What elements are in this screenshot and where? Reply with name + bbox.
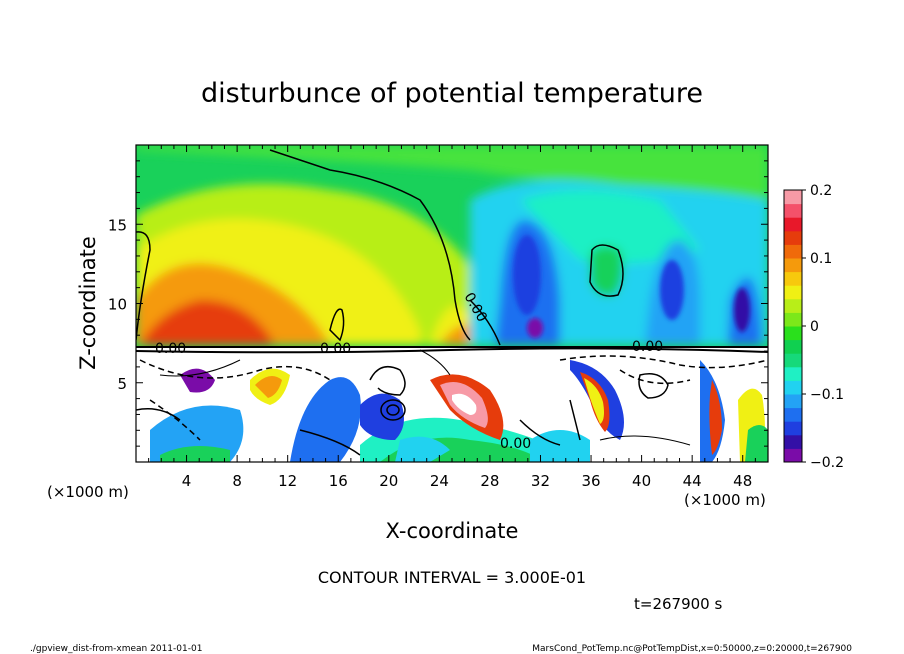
lower-red-e: [709, 380, 722, 455]
contour-label: 0.00: [632, 339, 663, 355]
lower-field-shading: [150, 360, 768, 462]
lower-purple-a: [180, 368, 215, 393]
y-tick-label: 15: [108, 216, 127, 234]
lower-green-e: [745, 425, 768, 462]
x-tick-label: 32: [531, 472, 550, 490]
contour-zero-small: [329, 308, 345, 342]
x-axis: 4 8 12 16 20 24 28 32 36 40 44 48: [148, 145, 756, 490]
colorbar-swatch: [784, 285, 802, 300]
colorbar-swatch: [784, 271, 802, 286]
y-axis-label: Z-coordinate: [76, 236, 100, 370]
contour-lines: [136, 149, 768, 456]
contour-interface: [136, 346, 768, 354]
field-darkblue-2: [660, 260, 684, 320]
colorbar-swatch: [784, 366, 802, 381]
colorbar-swatch: [784, 407, 802, 422]
upper-field-cores: [513, 235, 750, 338]
field-red-left: [140, 300, 275, 345]
lower-blue-a: [290, 377, 361, 462]
colorbar-tick-label: 0.1: [810, 251, 832, 267]
contour-lower-3: [159, 349, 691, 446]
lower-cyan-c: [395, 436, 450, 462]
colorbar-swatch: [784, 353, 802, 368]
x-tick-label: 4: [182, 472, 192, 490]
field-darkblue-1: [513, 235, 541, 315]
colorbar-tick-label: 0: [810, 319, 819, 335]
x-unit-right: (×1000 m): [684, 491, 766, 509]
y-tick-label: 5: [117, 375, 127, 393]
lower-yellow-d: [584, 378, 604, 424]
colorbar-swatch: [784, 258, 802, 273]
contour-eddy-2: [369, 365, 406, 396]
contour-label: 0.00: [155, 341, 186, 357]
colorbar-swatch: [784, 298, 802, 313]
field-purple-1: [527, 318, 543, 338]
colorbar-tick-label: −0.1: [810, 387, 844, 403]
lower-white-a: [452, 393, 477, 415]
upper-field-shading: [136, 145, 768, 345]
x-tick-label: 12: [278, 472, 297, 490]
colorbar-swatch: [784, 421, 802, 436]
field-aqua-right: [520, 190, 700, 264]
colorbar-swatch: [784, 448, 802, 463]
x-tick-label: 8: [232, 472, 242, 490]
colorbar-swatch: [784, 380, 802, 395]
colorbar-swatch: [784, 190, 802, 205]
x-tick-label: 16: [329, 472, 348, 490]
lower-orange-b: [255, 376, 282, 398]
x-tick-label: 20: [379, 472, 398, 490]
x-tick-label: 44: [683, 472, 702, 490]
plot-area: 0.00 0.00 0.00 0.00 0.00: [136, 145, 768, 462]
colorbar-swatch: [784, 326, 802, 341]
lower-cyan-f: [530, 430, 590, 462]
x-unit-left: (×1000 m): [47, 483, 129, 501]
colorbar-swatch: [784, 203, 802, 218]
contour-zero-upper: [136, 149, 501, 346]
contour-lower-1: [569, 373, 669, 441]
y-tick-label: 10: [108, 296, 127, 314]
y-axis: 5 10 15: [108, 160, 768, 447]
contour-interval-note: CONTOUR INTERVAL = 3.000E-01: [318, 568, 586, 587]
contour-label: 0.00: [500, 436, 531, 452]
colorbar-swatch: [784, 394, 802, 409]
field-green-blob: [590, 246, 624, 296]
contour-lower-2: [136, 408, 561, 456]
contour-dashed-2: [149, 369, 691, 441]
colorbar-swatch: [784, 434, 802, 449]
colorbar-swatch: [784, 244, 802, 259]
contour-eddy: [380, 399, 406, 421]
contour-label: 0.00: [320, 341, 351, 357]
colorbar-tick-label: −0.2: [810, 455, 844, 471]
x-tick-label: 36: [581, 472, 600, 490]
x-axis-label: X-coordinate: [386, 519, 519, 543]
colorbar-swatch: [784, 230, 802, 245]
footer-left: ./gpview_dist-from-xmean 2011-01-01: [30, 644, 202, 654]
lower-green-a: [160, 446, 230, 462]
contour-dashed-1: [139, 355, 768, 381]
colorbar-tick-label: 0.2: [810, 183, 832, 199]
colorbar-swatch: [784, 312, 802, 327]
field-darkblue-3: [734, 288, 750, 332]
chart-title: disturbunce of potential temperature: [201, 78, 703, 109]
x-tick-label: 48: [733, 472, 752, 490]
x-tick-label: 24: [430, 472, 449, 490]
colorbar-swatch: [784, 339, 802, 354]
footer-right: MarsCond_PotTemp.nc@PotTempDist,x=0:5000…: [532, 644, 852, 654]
x-tick-label: 28: [480, 472, 499, 490]
colorbar-swatch: [784, 217, 802, 232]
contour-zero-blob: [589, 244, 624, 297]
colorbar: [783, 189, 803, 463]
x-tick-label: 40: [632, 472, 651, 490]
colorbar-ticks: 0.2 0.1 0 −0.1 −0.2: [802, 183, 844, 471]
time-label: t=267900 s: [634, 595, 722, 613]
